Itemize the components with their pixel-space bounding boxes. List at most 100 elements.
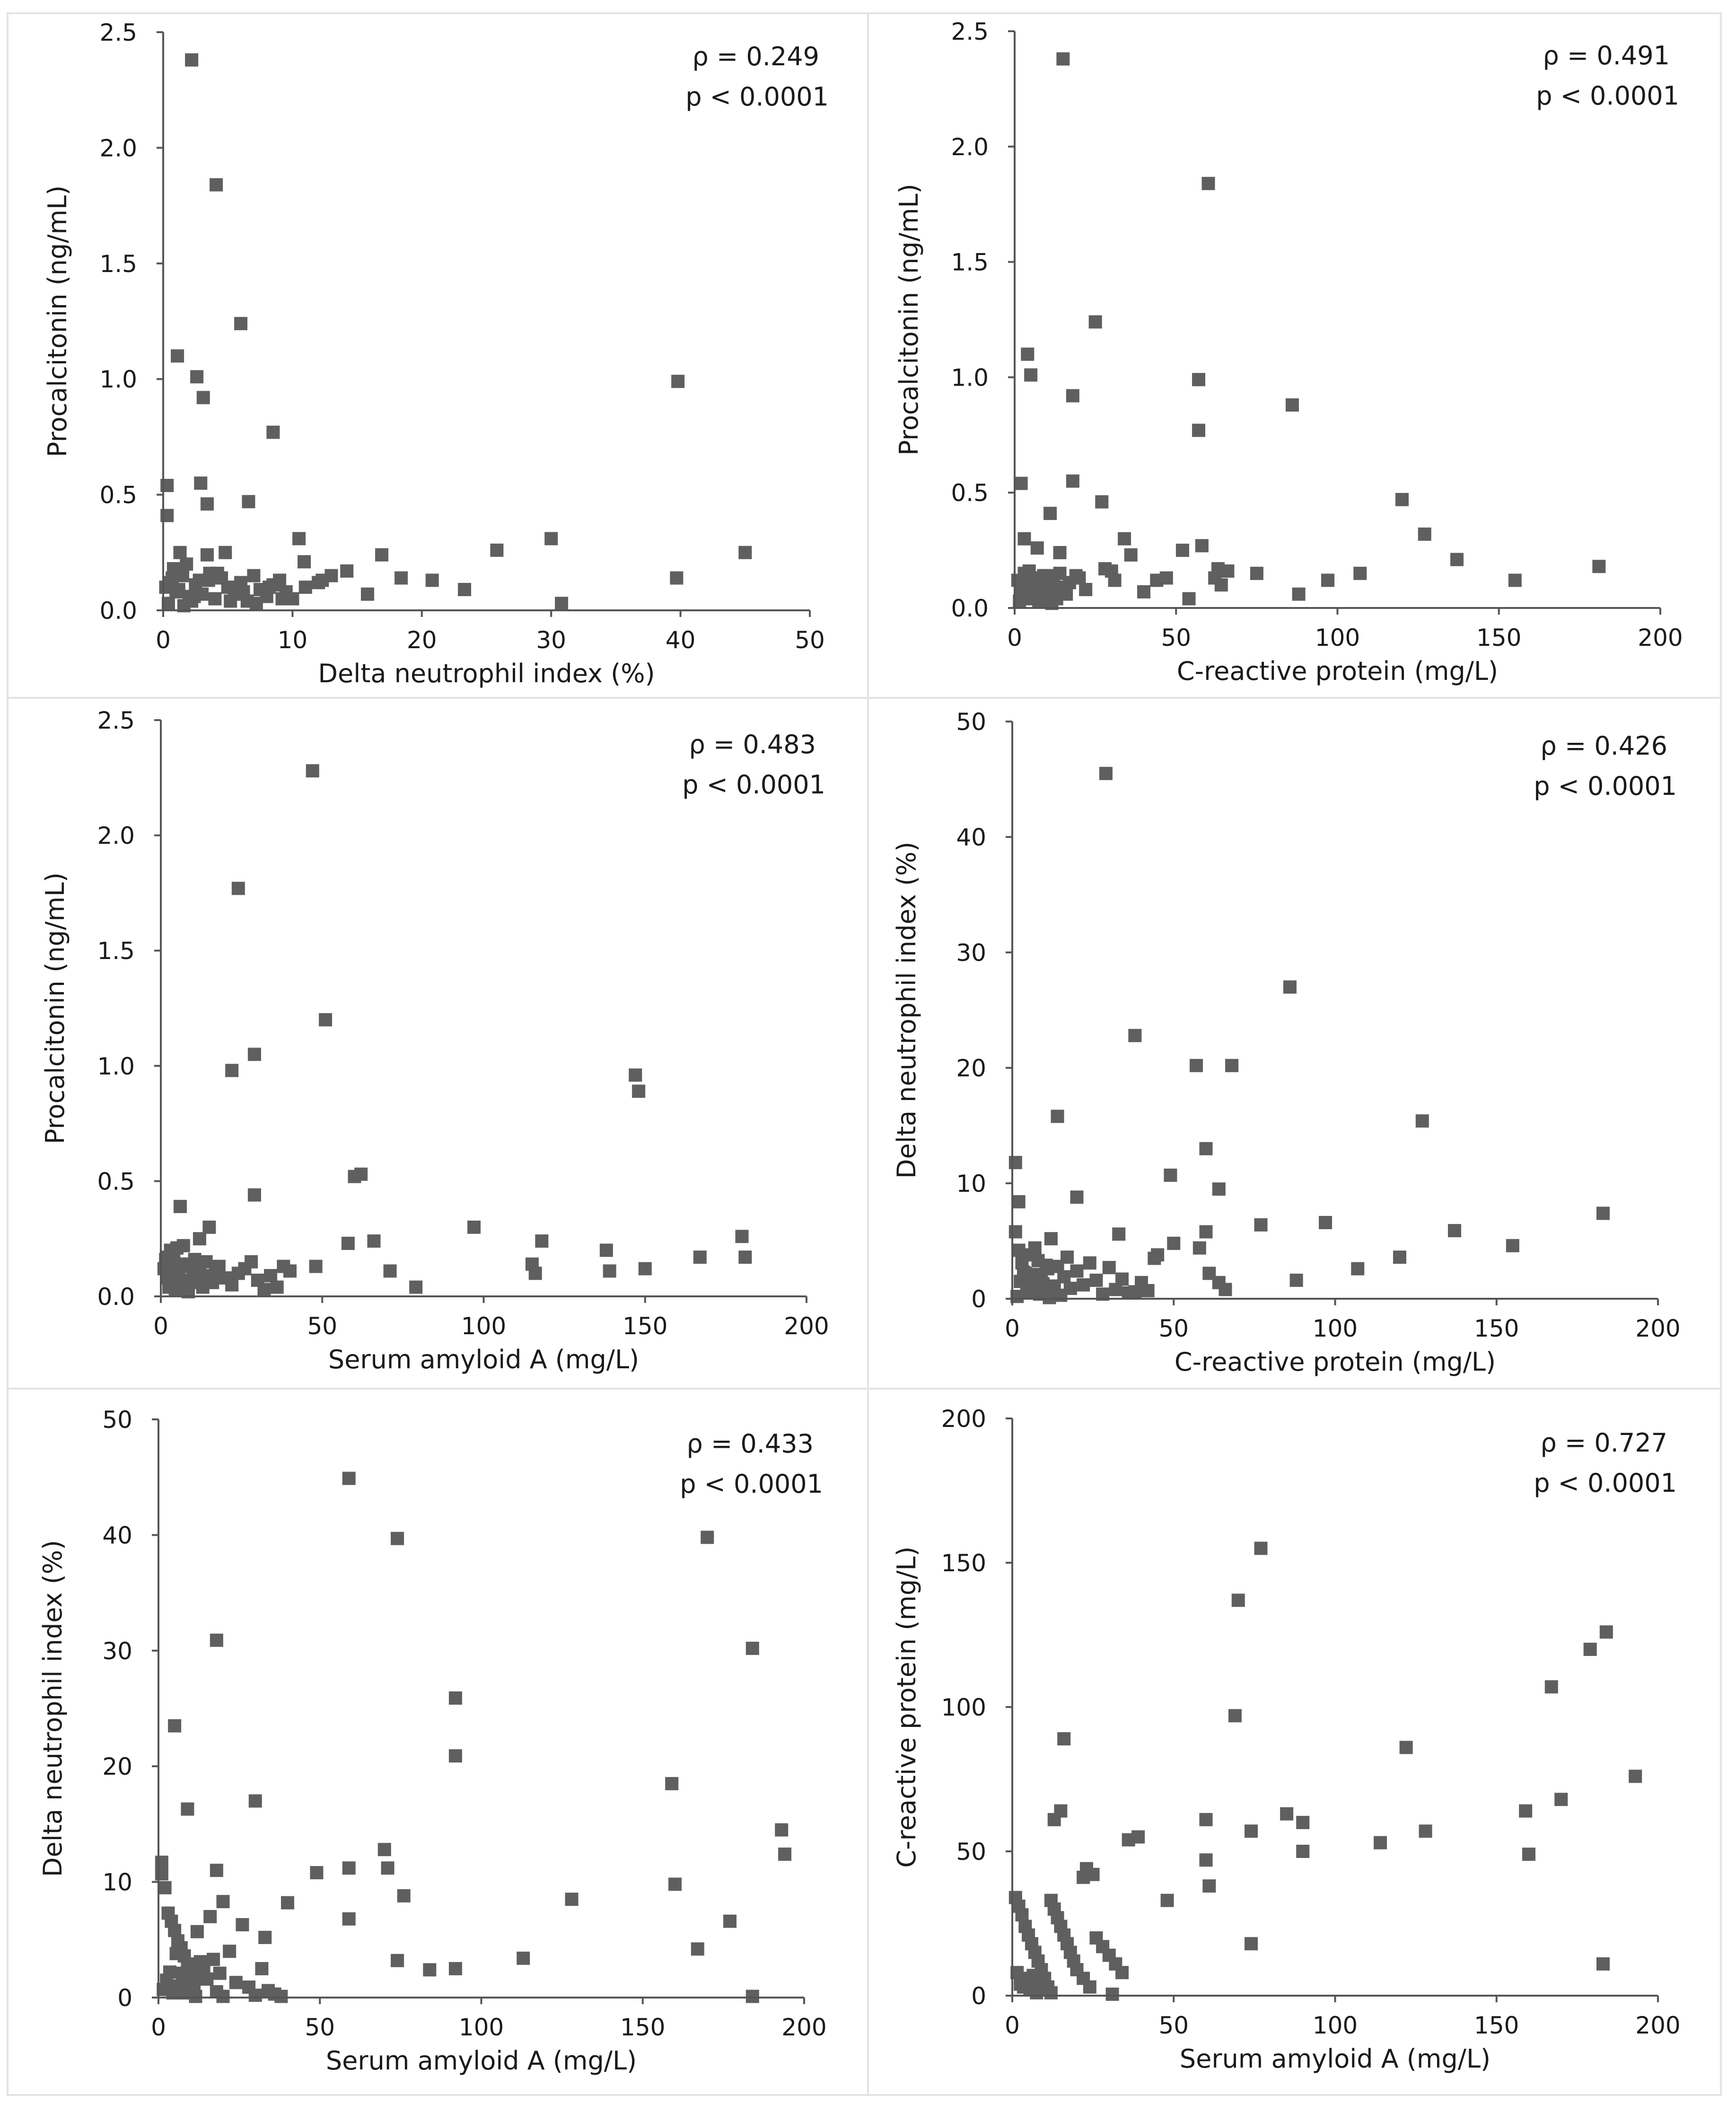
data-point: [738, 546, 752, 559]
data-point: [1175, 544, 1189, 557]
data-point: [249, 597, 263, 610]
data-point: [1219, 1283, 1232, 1296]
data-point: [200, 497, 214, 511]
y-axis-title: Delta neutrophil index (%): [892, 842, 921, 1179]
data-point: [448, 1749, 462, 1763]
data-point: [184, 1276, 198, 1289]
data-point: [319, 1013, 333, 1027]
y-tick-label: 2.0: [951, 133, 989, 161]
data-point: [213, 1966, 227, 1980]
data-point: [231, 881, 245, 895]
data-point: [1199, 1142, 1213, 1155]
data-point: [448, 1962, 462, 1975]
chart-procalcitonin-vs-saa: 0.0 0.5 1.0 1.5 2.0 2.5 0 50 100 150 200 Serum am…: [40, 707, 829, 1374]
y-tick-label: 1.0: [951, 364, 989, 391]
data-point: [185, 1957, 199, 1971]
x-axis-title: Delta neutrophil index (%): [318, 659, 655, 688]
data-point: [236, 1918, 249, 1932]
y-tick-label: 0.0: [951, 595, 989, 622]
x-axis-title: C-reactive protein (mg/L): [1175, 1347, 1496, 1377]
data-point: [340, 564, 354, 578]
data-point: [298, 555, 311, 569]
x-ticks: 0 50 100 150 200: [151, 1998, 827, 2041]
data-point: [1225, 1059, 1239, 1073]
data-point: [341, 1236, 355, 1250]
data-point: [1285, 398, 1299, 412]
data-point: [200, 548, 214, 562]
y-tick-label: 0.5: [97, 1168, 135, 1195]
data-point: [192, 1969, 206, 1982]
y-tick-label: 20: [956, 1055, 986, 1082]
x-axis-title: Serum amyloid A (mg/L): [326, 2046, 637, 2076]
y-axis-title: Procalcitonin (ng/mL): [894, 184, 924, 456]
data-point: [1292, 587, 1306, 601]
data-point: [181, 1802, 194, 1816]
x-tick-label: 30: [536, 626, 566, 654]
data-point: [1141, 1284, 1155, 1297]
x-tick-label: 100: [1313, 2012, 1358, 2039]
y-ticks: 0 50 100 150 200: [941, 1405, 1012, 2010]
data-point: [1015, 1908, 1029, 1922]
y-tick-label: 30: [956, 939, 986, 967]
data-point: [173, 546, 187, 559]
data-point: [1374, 1836, 1387, 1849]
data-point: [1199, 1813, 1213, 1826]
data-point: [1629, 1769, 1642, 1783]
x-tick-label: 50: [1161, 624, 1191, 651]
data-point: [1554, 1793, 1568, 1806]
data-point: [1522, 1848, 1535, 1861]
data-point: [360, 587, 374, 601]
data-point: [203, 1910, 217, 1923]
data-point: [1024, 368, 1038, 382]
data-point: [1201, 176, 1215, 190]
plot-points: [157, 764, 752, 1299]
data-point: [277, 1259, 290, 1273]
data-point: [1160, 1893, 1174, 1907]
data-point: [665, 1777, 679, 1790]
y-tick-label: 40: [956, 824, 986, 851]
data-point: [1419, 1824, 1432, 1838]
data-point: [237, 585, 250, 599]
data-point: [1596, 1957, 1610, 1971]
plot-points: [1011, 52, 1606, 610]
x-tick-label: 200: [1638, 624, 1683, 651]
data-point: [292, 532, 306, 546]
stat-rho: ρ = 0.491: [1543, 41, 1670, 70]
x-axis-title: Serum amyloid A (mg/L): [1180, 2044, 1491, 2074]
data-point: [535, 1234, 549, 1248]
data-point: [1072, 571, 1086, 585]
data-point: [1047, 1813, 1061, 1826]
data-point: [187, 590, 201, 603]
data-point: [194, 476, 208, 490]
data-point: [257, 1283, 271, 1296]
data-point: [1044, 1232, 1058, 1246]
data-point: [1245, 1937, 1258, 1951]
data-point: [1036, 1277, 1050, 1291]
data-point: [1283, 980, 1297, 994]
data-point: [1083, 1980, 1096, 1994]
data-point: [1508, 573, 1522, 587]
data-point: [1023, 1248, 1037, 1262]
data-point: [638, 1262, 652, 1276]
data-point: [1418, 527, 1431, 541]
data-point: [1070, 1264, 1084, 1278]
x-tick-label: 10: [278, 626, 308, 654]
x-tick-label: 0: [1005, 2012, 1020, 2039]
x-tick-label: 150: [1474, 1315, 1519, 1342]
data-point: [234, 317, 248, 330]
data-point: [155, 1867, 168, 1881]
data-point: [203, 566, 217, 580]
data-point: [629, 1068, 642, 1082]
data-point: [1043, 1291, 1056, 1304]
data-point: [1105, 1987, 1119, 2001]
data-point: [1393, 1250, 1406, 1264]
x-tick-label: 0: [1005, 1315, 1020, 1342]
data-point: [1192, 373, 1206, 387]
data-point: [1599, 1625, 1613, 1639]
data-point: [171, 349, 184, 363]
data-point: [1296, 1845, 1310, 1858]
data-point: [1415, 1114, 1429, 1128]
data-point: [1319, 1215, 1333, 1229]
data-point: [1254, 1218, 1268, 1232]
x-tick-label: 0: [151, 2014, 166, 2041]
